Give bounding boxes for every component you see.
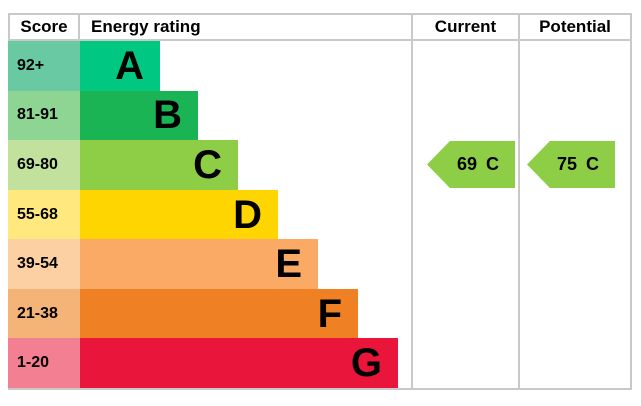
band-d-bar: D — [80, 189, 278, 240]
epc-table: Score Energy rating Current Potential 92… — [8, 13, 632, 390]
potential-rating-band: C — [586, 154, 600, 174]
band-row-d: 55-68 D — [8, 189, 411, 240]
band-row-c: 69-80 C — [8, 140, 411, 190]
band-e-bar: E — [80, 239, 318, 289]
band-b-score: 81-91 — [8, 90, 80, 141]
score-column-header: Score — [8, 15, 80, 39]
band-row-a: 92+ A — [8, 41, 411, 91]
table-header: Score Energy rating Current Potential — [8, 13, 632, 41]
band-c-bar: C — [80, 140, 238, 190]
band-row-f: 21-38 F — [8, 288, 411, 339]
potential-rating-arrow: 75 C — [527, 141, 615, 188]
band-a-score: 92+ — [8, 41, 80, 91]
current-rating-value: 69 — [456, 154, 478, 174]
current-column-header: Current — [411, 15, 518, 39]
band-c-score: 69-80 — [8, 140, 80, 190]
band-e-score: 39-54 — [8, 239, 80, 289]
band-a-bar: A — [80, 41, 160, 91]
band-f-bar: F — [80, 288, 358, 339]
band-row-e: 39-54 E — [8, 239, 411, 289]
current-column: 69 C — [411, 41, 518, 388]
band-d-score: 55-68 — [8, 189, 80, 240]
current-rating-arrow: 69 C — [427, 141, 515, 188]
potential-rating-value: 75 — [556, 154, 578, 174]
potential-column-header: Potential — [518, 15, 632, 39]
band-g-bar: G — [80, 338, 398, 389]
current-rating-band: C — [486, 154, 500, 174]
energy-rating-column-header: Energy rating — [91, 17, 201, 36]
band-b-bar: B — [80, 90, 198, 141]
band-f-score: 21-38 — [8, 288, 80, 339]
bands-column: 92+ A 81-91 B 69-80 C 55-68 D 39-54 — [8, 41, 411, 389]
band-g-score: 1-20 — [8, 338, 80, 389]
table-body: 92+ A 81-91 B 69-80 C 55-68 D 39-54 — [8, 41, 632, 390]
band-row-b: 81-91 B — [8, 90, 411, 141]
potential-column: 75 C — [518, 41, 632, 388]
band-row-g: 1-20 G — [8, 338, 411, 389]
